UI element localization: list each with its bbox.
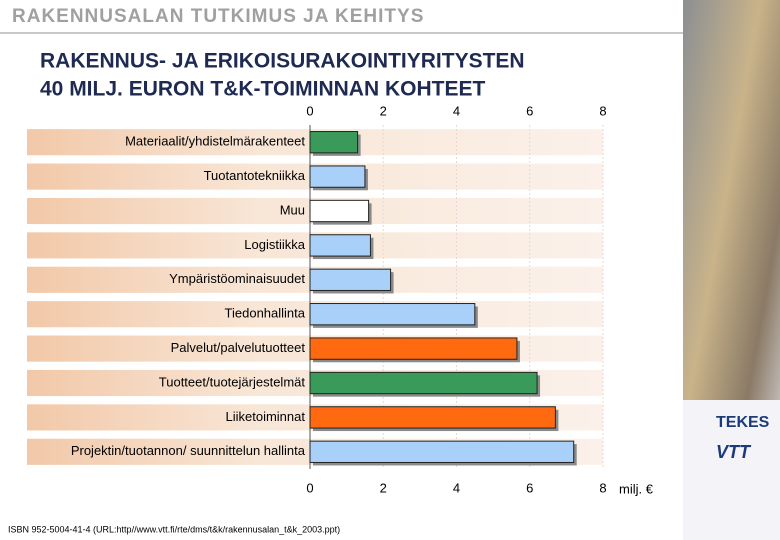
x-tick-label: 4 (453, 480, 460, 495)
bar (309, 131, 359, 154)
bar (309, 199, 370, 223)
footnote: ISBN 952-5004-41-4 (URL:http//www.vtt.fi… (8, 524, 340, 534)
x-tick-label: 2 (380, 103, 387, 118)
x-tick-label: 6 (526, 480, 533, 495)
y-tick-label: Muu (280, 202, 305, 217)
logo-panel (683, 400, 780, 540)
logo-text: TEKES (716, 414, 770, 431)
x-tick-label: 0 (306, 103, 313, 118)
bar (309, 234, 371, 257)
bar (309, 303, 476, 326)
y-tick-label: Logistiikka (244, 237, 305, 252)
bar (309, 165, 366, 188)
bar (309, 406, 556, 429)
header: RAKENNUSALAN TUTKIMUS JA KEHITYS (12, 6, 424, 27)
y-tick-label: Projektin/tuotannon/ suunnittelun hallin… (71, 443, 306, 458)
x-tick-label: 2 (380, 480, 387, 495)
x-axis-label: milj. € (619, 481, 654, 496)
y-tick-label: Tuotteet/tuotejärjestelmät (159, 374, 306, 389)
x-tick-label: 4 (453, 103, 460, 118)
x-tick-label: 0 (306, 480, 313, 495)
y-tick-label: Palvelut/palvelutuotteet (171, 340, 306, 355)
y-tick-label: Ympäristöominaisuudet (169, 271, 305, 286)
bar (309, 337, 518, 360)
chart-title: 40 MILJ. EURON T&K-TOIMINNAN KOHTEET (40, 78, 485, 101)
bar (309, 371, 538, 395)
bar (309, 440, 575, 463)
y-tick-label: Materiaalit/yhdistelmärakenteet (125, 134, 305, 149)
bar (309, 268, 392, 291)
y-tick-label: Liiketoiminnat (226, 409, 306, 424)
x-tick-label: 8 (599, 103, 606, 118)
chart-title: RAKENNUS- JA ERIKOISURAKOINTIYRITYSTEN (40, 50, 525, 73)
x-tick-label: 8 (599, 480, 606, 495)
x-tick-label: 6 (526, 103, 533, 118)
y-tick-label: Tuotantotekniikka (204, 168, 306, 183)
y-tick-label: Tiedonhallinta (225, 306, 306, 321)
logo-text: VTT (716, 442, 752, 462)
